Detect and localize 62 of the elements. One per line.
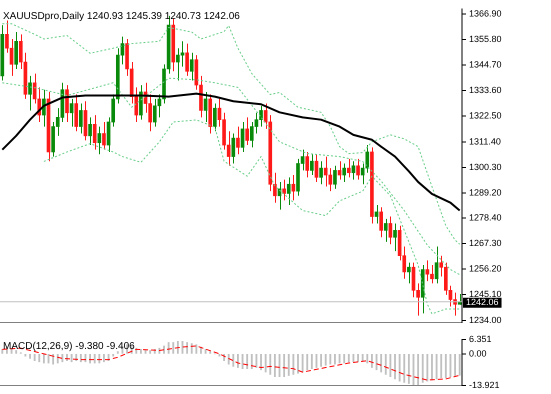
y-tick-label: 1267.30	[469, 238, 502, 248]
candlestick	[292, 174, 296, 201]
candlestick	[434, 246, 438, 284]
line-series	[2, 23, 460, 245]
y-tick-label: -13.921	[469, 380, 500, 390]
y-tick-label: 1245.10	[469, 289, 502, 300]
y-tick-label: 1344.70	[469, 60, 502, 70]
candlestick	[185, 43, 189, 76]
candlestick	[204, 92, 208, 122]
y-tick-label: 1333.60	[469, 85, 502, 96]
y-tick-label: 1322.50	[469, 110, 502, 121]
y-tick-label: 6.351	[469, 334, 492, 344]
ref-line-label: 1242.06	[466, 297, 499, 308]
candlestick	[245, 116, 249, 146]
candlestick	[74, 94, 78, 132]
y-tick-label: 1366.90	[469, 8, 502, 18]
chart-title: XAUUSDpro,Daily 1240.93 1245.39 1240.73 1242.06	[3, 10, 240, 22]
chart-title: MACD(12,26,9) -9.380 -9.406	[3, 341, 136, 352]
candlestick	[14, 32, 18, 70]
candlestick	[314, 154, 318, 182]
y-tick-label: 1289.20	[469, 187, 502, 198]
candlestick	[250, 121, 254, 148]
candlestick	[356, 158, 360, 180]
candlestick	[240, 121, 244, 152]
candlestick	[236, 126, 240, 155]
candlestick	[407, 262, 411, 284]
candlestick	[379, 206, 383, 238]
candlestick	[374, 204, 378, 224]
candlestick	[352, 160, 356, 180]
candlestick	[70, 98, 74, 128]
candlestick	[319, 160, 323, 185]
y-tick-label: 1355.80	[469, 34, 502, 44]
candlestick	[152, 98, 157, 128]
candlestick	[65, 84, 69, 122]
y-tick-label: 1256.20	[469, 264, 502, 274]
candlestick	[282, 179, 286, 201]
candlestick	[213, 103, 217, 132]
candlestick	[190, 52, 194, 81]
candlestick	[324, 156, 328, 188]
y-tick-label: 1278.40	[469, 212, 502, 222]
candlestick	[278, 181, 282, 210]
candlestick	[342, 162, 346, 182]
candlestick	[346, 158, 351, 178]
y-tick-label: 1311.40	[469, 136, 501, 146]
candlestick	[388, 216, 392, 245]
candlestick	[88, 116, 92, 146]
y-tick-label: 1234.00	[469, 314, 502, 325]
candlestick	[92, 114, 97, 150]
candlestick	[286, 176, 291, 206]
candlestick	[305, 151, 310, 178]
candlestick	[338, 160, 342, 180]
candlestick	[231, 133, 236, 164]
candlestick	[333, 165, 337, 190]
candlestick	[310, 154, 314, 176]
candlestick	[384, 218, 388, 242]
candlestick	[79, 103, 83, 134]
y-tick-label: 1300.30	[469, 162, 502, 172]
candlestick	[102, 121, 106, 150]
candlestick	[393, 222, 397, 252]
candlestick	[98, 126, 102, 155]
candlestick	[28, 75, 32, 111]
y-tick-label: 0.00	[469, 348, 487, 358]
